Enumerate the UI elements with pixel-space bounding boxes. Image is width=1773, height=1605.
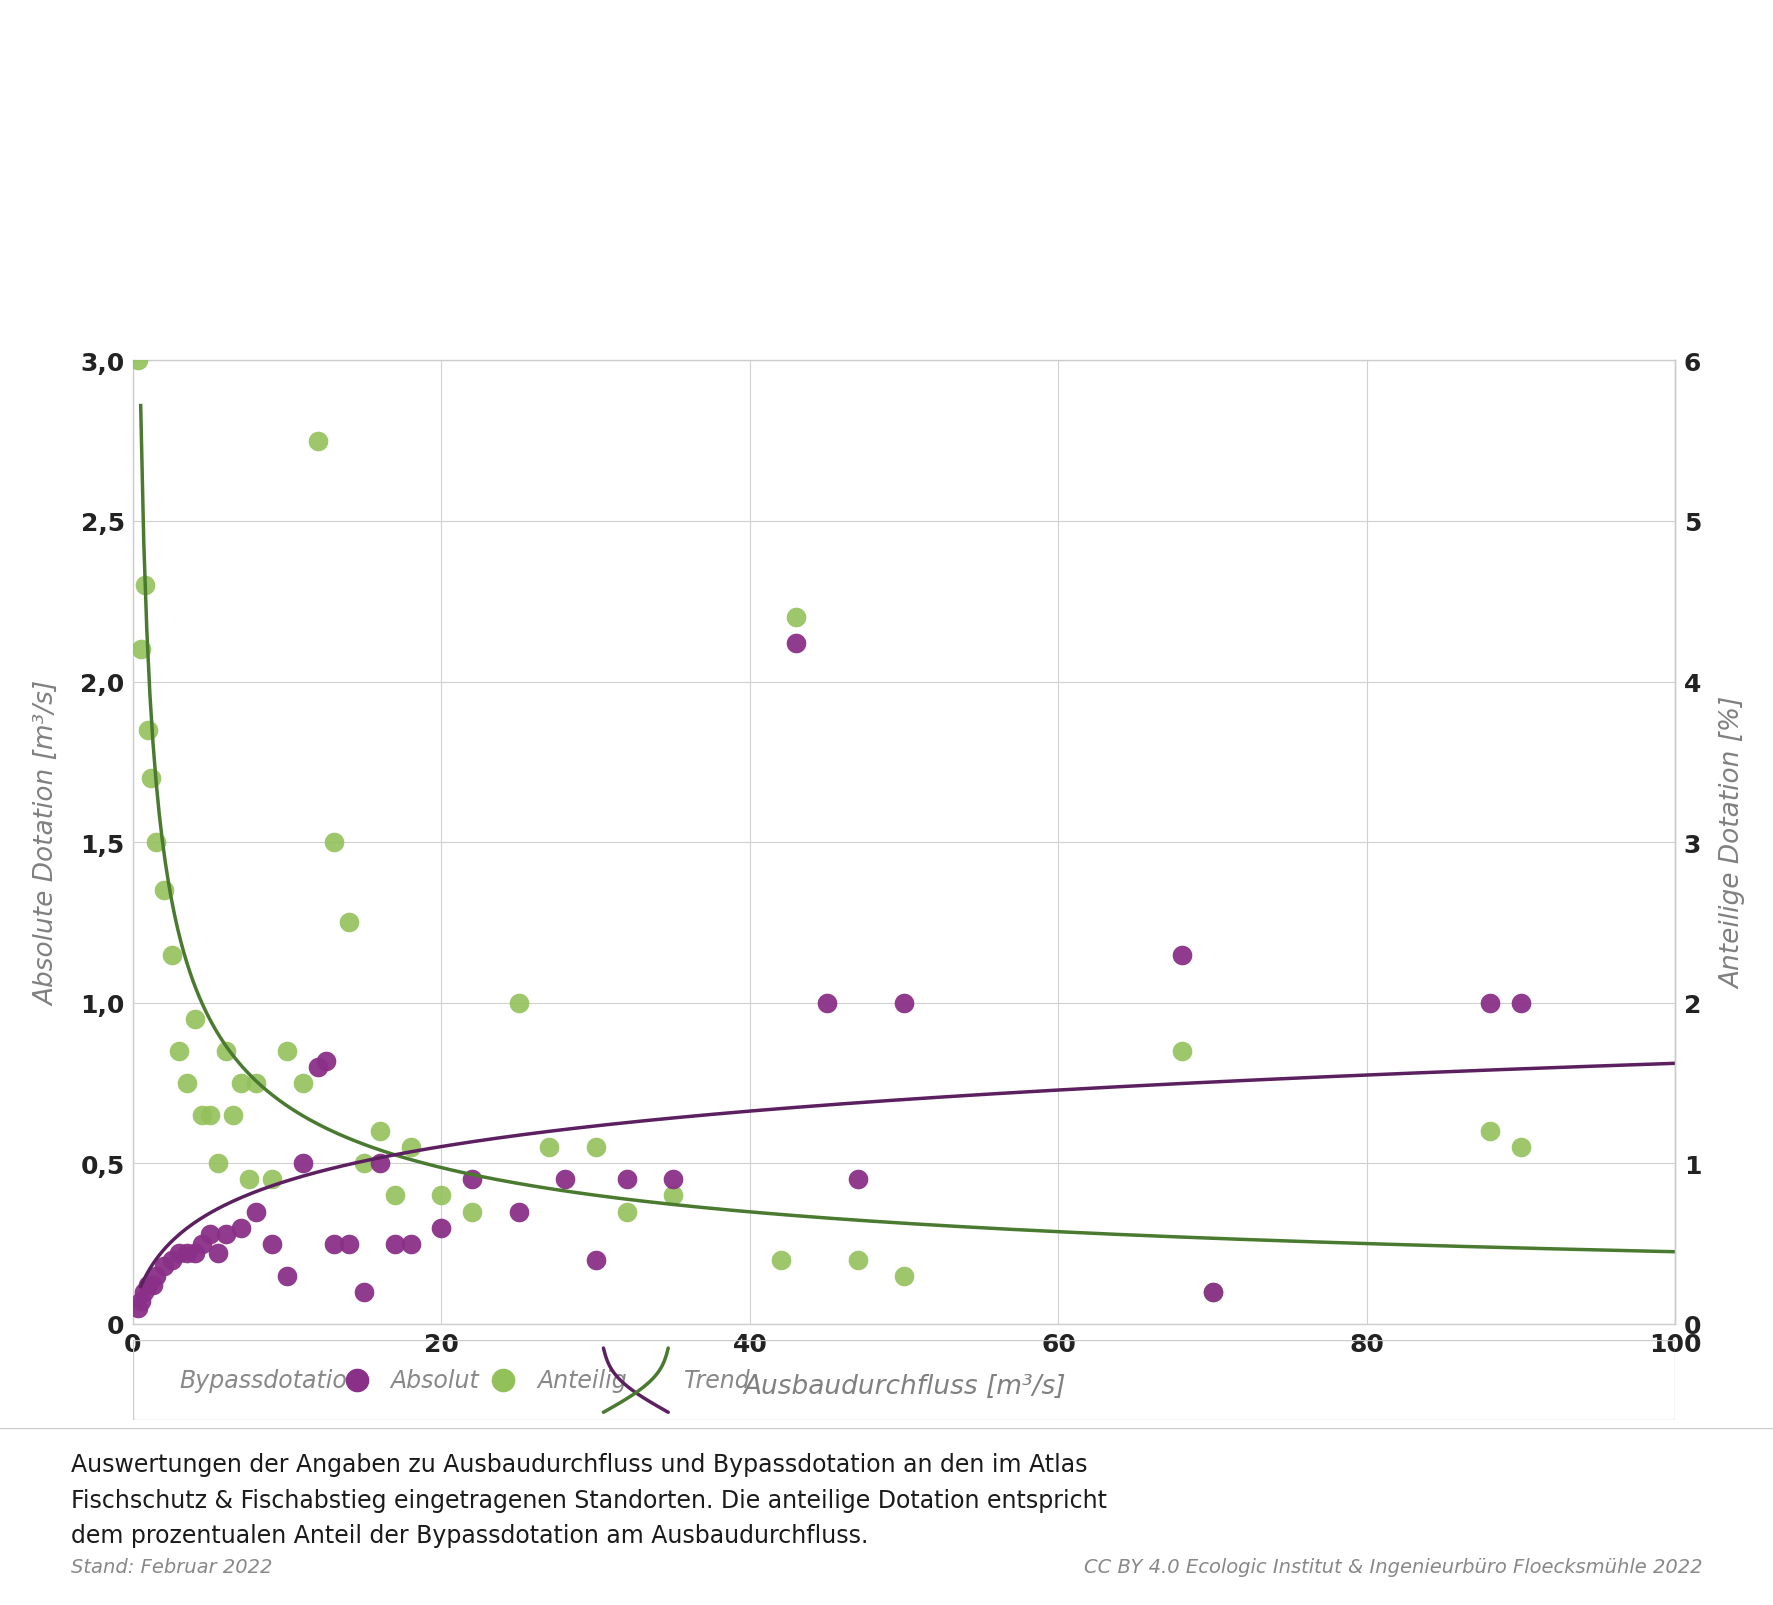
Point <box>273 1038 301 1064</box>
Point <box>165 1038 193 1064</box>
Point <box>172 1071 200 1096</box>
Point <box>660 1167 688 1193</box>
Point <box>137 766 165 791</box>
Point <box>582 1247 610 1273</box>
Point <box>582 1135 610 1160</box>
Text: CC BY 4.0 Ecologic Institut & Ingenieurbüro Floecksmühle 2022: CC BY 4.0 Ecologic Institut & Ingenieurb… <box>1083 1557 1702 1576</box>
Point <box>204 1151 232 1176</box>
Point <box>135 717 163 743</box>
Point <box>427 1215 456 1241</box>
Y-axis label: Anteilige Dotation [%]: Anteilige Dotation [%] <box>1722 697 1746 989</box>
X-axis label: Ausbaudurchfluss [m³/s]: Ausbaudurchfluss [m³/s] <box>743 1374 1066 1400</box>
Point <box>505 1199 534 1225</box>
Point <box>303 429 332 454</box>
Point <box>844 1247 872 1273</box>
Point <box>505 990 534 1016</box>
Point <box>782 605 810 631</box>
Point <box>158 1247 186 1273</box>
Point <box>197 1221 225 1247</box>
Point <box>181 1241 209 1266</box>
Point <box>131 573 160 599</box>
Point <box>142 1263 170 1289</box>
Point <box>457 1199 486 1225</box>
Point <box>427 1183 456 1209</box>
Point <box>1199 1279 1227 1305</box>
Point <box>319 1231 348 1257</box>
Point <box>351 1151 379 1176</box>
Point <box>257 1167 285 1193</box>
Point <box>365 1151 394 1176</box>
Point <box>1168 1038 1197 1064</box>
Point <box>227 1215 255 1241</box>
Point <box>227 1071 255 1096</box>
Point <box>181 1006 209 1032</box>
Point <box>612 1199 640 1225</box>
Point <box>142 830 170 855</box>
Point <box>197 1103 225 1128</box>
Point <box>381 1183 410 1209</box>
Point <box>149 1254 177 1279</box>
Point <box>126 637 154 663</box>
Point <box>457 1167 486 1193</box>
Text: Absolut: Absolut <box>390 1369 479 1392</box>
Point <box>782 631 810 656</box>
Point <box>397 1231 426 1257</box>
Point <box>165 1241 193 1266</box>
Point <box>335 910 363 936</box>
Point <box>612 1167 640 1193</box>
Point <box>211 1221 239 1247</box>
Point <box>1507 1135 1535 1160</box>
Text: Anteilig: Anteilig <box>537 1369 628 1392</box>
Point <box>335 1231 363 1257</box>
Y-axis label: Absolute Dotation [m³/s]: Absolute Dotation [m³/s] <box>35 681 60 1005</box>
Point <box>289 1151 317 1176</box>
Point <box>135 1273 163 1298</box>
Point <box>220 1103 248 1128</box>
Point <box>188 1231 216 1257</box>
Text: Absolute und anteilige Bypassdotationen im Atlas: Absolute und anteilige Bypassdotationen … <box>300 50 1473 91</box>
Point <box>365 1119 394 1144</box>
Point <box>1477 1119 1505 1144</box>
Point <box>188 1103 216 1128</box>
Point <box>126 1289 154 1314</box>
Point <box>660 1183 688 1209</box>
Point <box>124 348 152 374</box>
Point <box>890 990 918 1016</box>
Point <box>1477 990 1505 1016</box>
Text: Bypassdotation:: Bypassdotation: <box>179 1369 371 1392</box>
Point <box>138 1273 167 1298</box>
Point <box>766 1247 794 1273</box>
Point <box>381 1231 410 1257</box>
Point <box>1507 990 1535 1016</box>
Point <box>844 1167 872 1193</box>
Point <box>351 1279 379 1305</box>
Point <box>535 1135 564 1160</box>
Point <box>149 878 177 904</box>
Point <box>211 1038 239 1064</box>
Point <box>234 1167 262 1193</box>
Point <box>243 1071 271 1096</box>
Text: Auswertungen der Angaben zu Ausbaudurchfluss und Bypassdotation an den im Atlas
: Auswertungen der Angaben zu Ausbaudurchf… <box>71 1453 1106 1547</box>
Point <box>129 1279 158 1305</box>
Point <box>1199 1279 1227 1305</box>
Point <box>303 1054 332 1080</box>
Point <box>257 1231 285 1257</box>
Point <box>1168 942 1197 968</box>
Point <box>890 1263 918 1289</box>
Point <box>312 1048 340 1074</box>
Point <box>243 1199 271 1225</box>
Text: Stand: Februar 2022: Stand: Februar 2022 <box>71 1557 273 1576</box>
Point <box>397 1135 426 1160</box>
Point <box>273 1263 301 1289</box>
Point <box>551 1167 580 1193</box>
Point <box>319 830 348 855</box>
Point <box>172 1241 200 1266</box>
Point <box>289 1071 317 1096</box>
Point <box>204 1241 232 1266</box>
Point <box>124 1295 152 1321</box>
Point <box>814 990 842 1016</box>
Point <box>158 942 186 968</box>
Text: Trend: Trend <box>684 1369 750 1392</box>
